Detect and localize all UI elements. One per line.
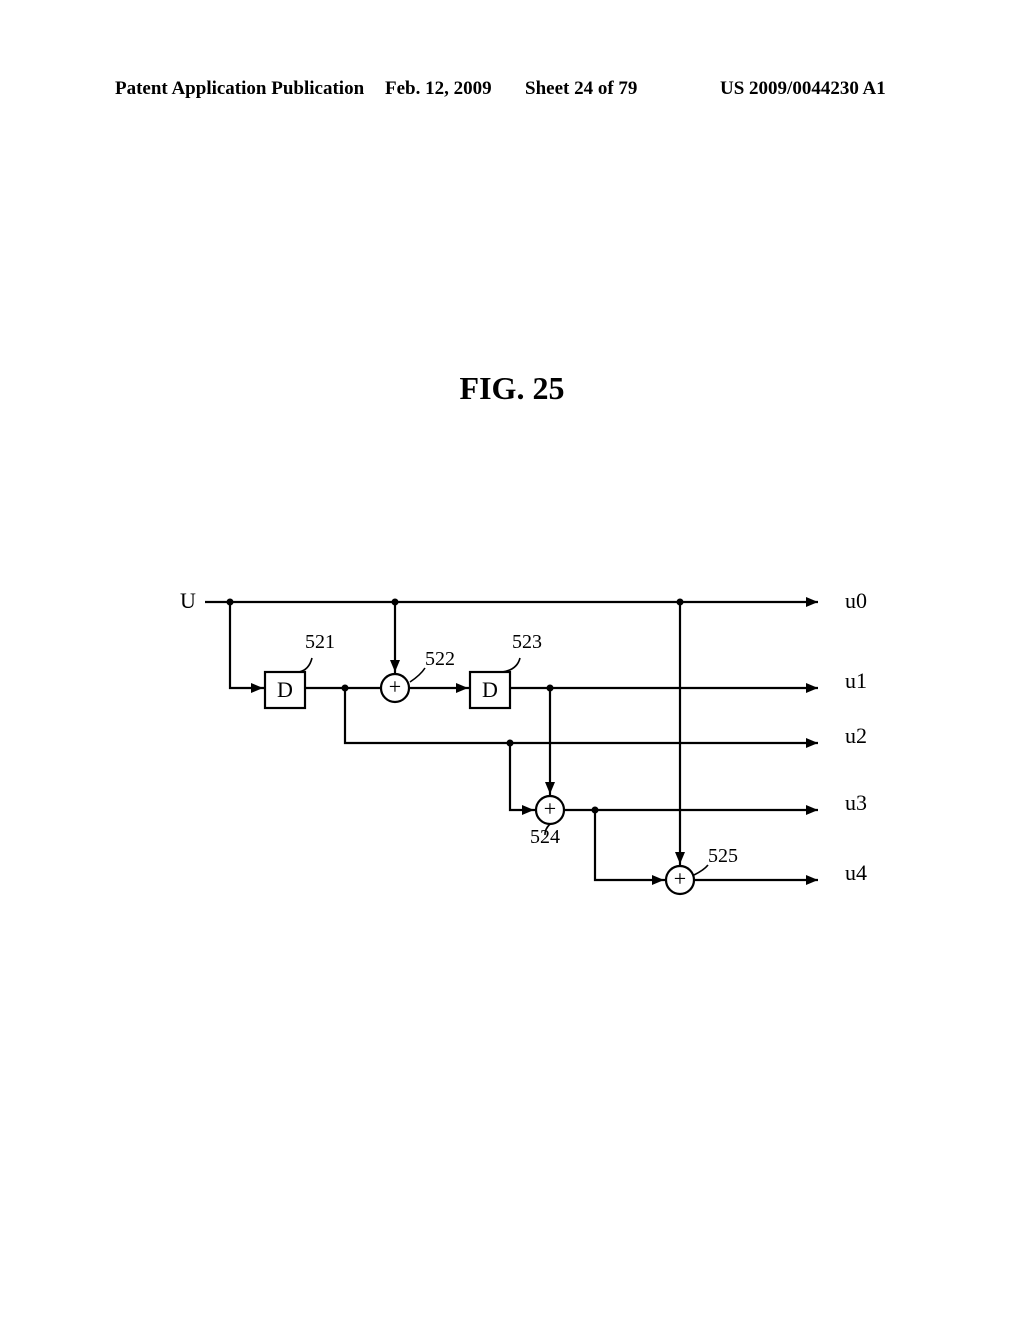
reference-number: 521 [305, 631, 335, 653]
reference-leader [299, 658, 312, 672]
arrow-head-icon [806, 683, 818, 693]
arrow-head-icon [806, 738, 818, 748]
plus-icon: + [544, 796, 556, 821]
arrow-head-icon [806, 597, 818, 607]
plus-icon: + [674, 866, 686, 891]
junction-dot [392, 599, 399, 606]
reference-number: 525 [708, 845, 738, 867]
delay-block-label: D [482, 677, 498, 702]
sheet-number: Sheet 24 of 79 [525, 78, 637, 100]
figure-title: FIG. 25 [0, 370, 1024, 407]
arrow-head-icon [545, 782, 555, 794]
reference-number: 523 [512, 631, 542, 653]
junction-dot [342, 685, 349, 692]
reference-number: 524 [530, 826, 560, 848]
plus-icon: + [389, 674, 401, 699]
arrow-head-icon [675, 852, 685, 864]
output-label: u1 [845, 668, 867, 693]
delay-block-label: D [277, 677, 293, 702]
junction-dot [507, 740, 514, 747]
output-label: u0 [845, 588, 867, 613]
arrow-head-icon [390, 660, 400, 672]
junction-dot [227, 599, 234, 606]
publication-date: Feb. 12, 2009 [385, 78, 492, 100]
output-label: u2 [845, 723, 867, 748]
output-label: u4 [845, 860, 867, 885]
output-label: u3 [845, 790, 867, 815]
arrow-head-icon [522, 805, 534, 815]
arrow-head-icon [652, 875, 664, 885]
reference-number: 522 [425, 648, 455, 670]
publication-number: US 2009/0044230 A1 [720, 78, 886, 100]
arrow-head-icon [456, 683, 468, 693]
wire [345, 688, 818, 743]
input-label: U [180, 588, 196, 613]
wire [230, 602, 265, 688]
junction-dot [677, 599, 684, 606]
reference-leader [694, 865, 708, 875]
arrow-head-icon [806, 805, 818, 815]
reference-leader [502, 658, 520, 672]
wire [510, 743, 536, 810]
arrow-head-icon [251, 683, 263, 693]
junction-dot [547, 685, 554, 692]
publication-type: Patent Application Publication [115, 78, 364, 100]
reference-leader [410, 668, 425, 682]
arrow-head-icon [806, 875, 818, 885]
circuit-diagram: D 521 D 523 +522 +524 +525 Uu0 u1 u2 u3 u4 [150, 560, 870, 960]
wire [595, 810, 666, 880]
junction-dot [592, 807, 599, 814]
